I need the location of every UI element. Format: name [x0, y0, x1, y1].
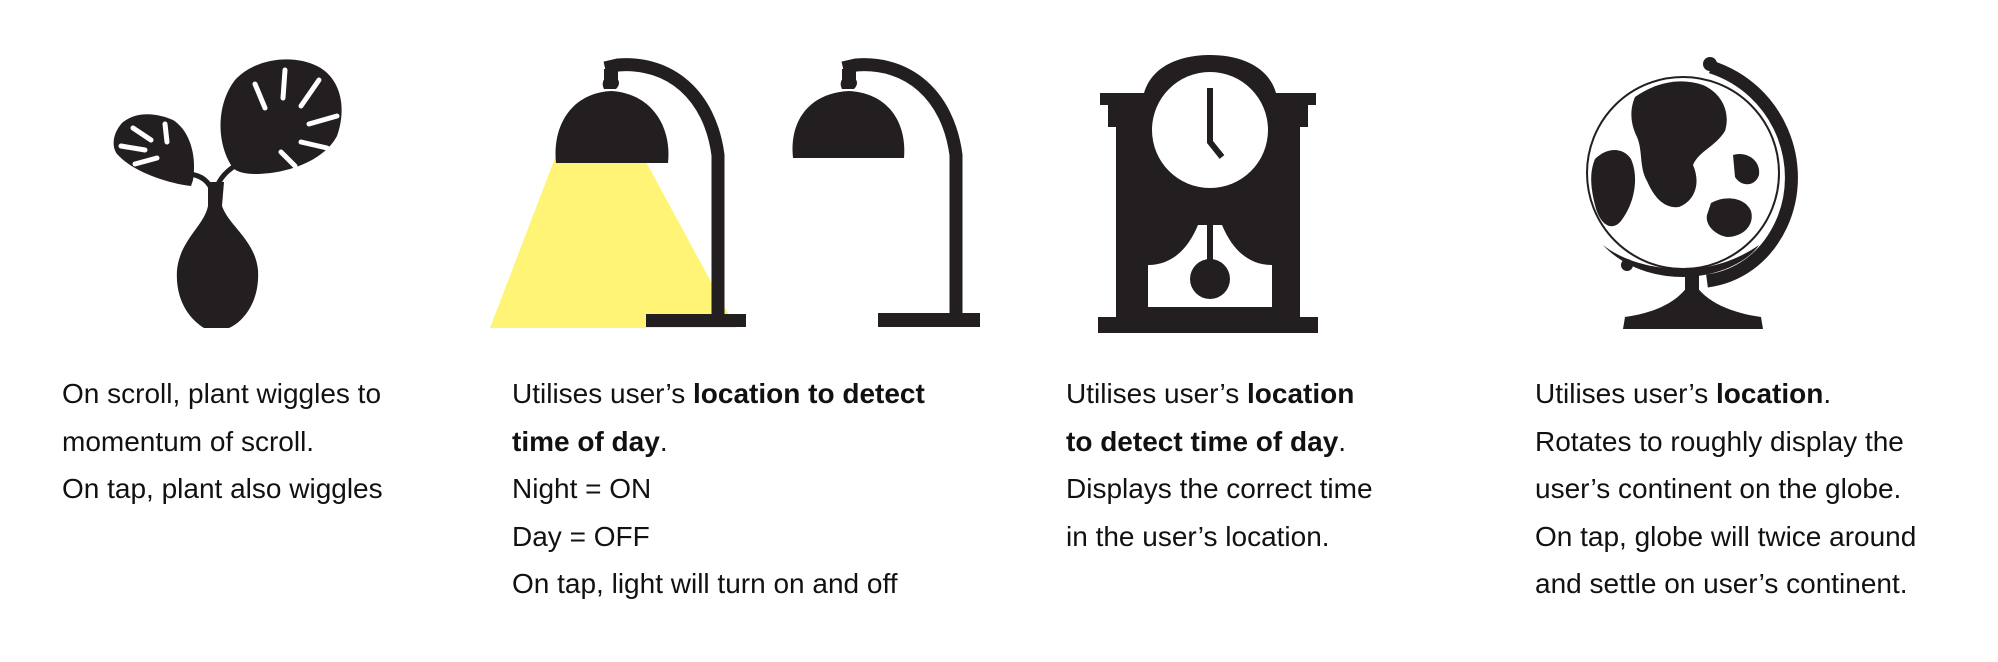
plant-caption: On scroll, plant wiggles to momentum of …: [62, 370, 383, 513]
caption-line: On scroll, plant wiggles to: [62, 378, 382, 409]
caption-line: Utilises user’s location: [1066, 378, 1355, 409]
caption-line: Day = OFF: [512, 520, 650, 552]
globe-icon: [1586, 57, 1798, 329]
caption-line: and settle on user’s continent.: [1535, 568, 1908, 599]
caption-line: Utilises user’s location to detect: [512, 378, 925, 409]
clock-caption: Utilises user’s location to detect time …: [1066, 370, 1373, 560]
caption-line: to detect time of day.: [1066, 425, 1347, 457]
pendulum-clock-icon: [1098, 55, 1318, 333]
caption-line: On tap, plant also wiggles: [62, 473, 383, 504]
lamp-caption: Utilises user’s location to detect time …: [512, 370, 925, 608]
caption-line: Night = ON: [512, 473, 652, 504]
globe-caption: Utilises user’s location. Rotates to rou…: [1535, 370, 1916, 608]
caption-line: momentum of scroll.: [62, 425, 315, 457]
caption-line: On tap, light will turn on and off: [512, 568, 898, 599]
caption-line: Rotates to roughly display the: [1535, 425, 1904, 457]
plant-icon: [113, 59, 342, 328]
caption-line: in the user’s location.: [1066, 520, 1330, 552]
caption-line: On tap, globe will twice around: [1535, 520, 1917, 552]
caption-line: Utilises user’s location.: [1535, 378, 1832, 409]
caption-line: Displays the correct time: [1066, 473, 1373, 504]
lamp-off-icon: [792, 58, 980, 327]
caption-line: user’s continent on the globe.: [1535, 473, 1902, 504]
lamp-on-icon: [490, 58, 746, 328]
caption-line: time of day.: [512, 425, 668, 457]
